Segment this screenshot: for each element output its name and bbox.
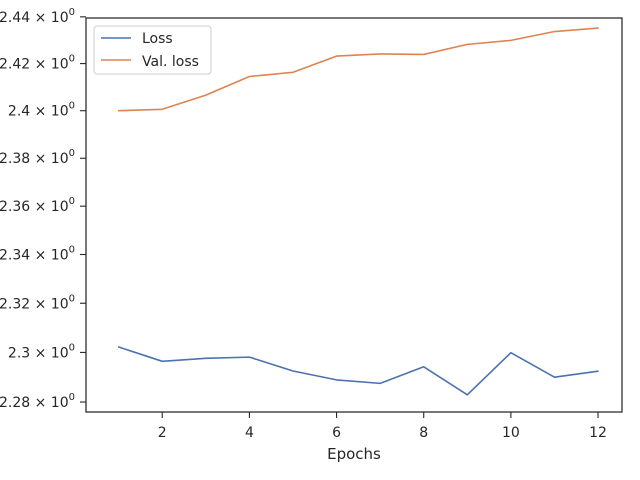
x-tick-label: 4 (245, 425, 254, 441)
legend: Loss Val. loss (93, 25, 212, 75)
x-axis-ticks: 2 4 6 8 10 12 (158, 412, 607, 441)
y-tick-label: 2.4 × 100 (8, 101, 75, 120)
y-tick-label: 2.36 × 100 (0, 196, 75, 215)
legend-label-loss: Loss (142, 31, 173, 47)
plot-area (85, 17, 623, 413)
x-tick-label: 10 (502, 425, 520, 441)
y-axis-ticks: 2.28 × 100 2.3 × 100 2.32 × 100 2.34 × 100 2… (0, 7, 86, 411)
x-tick-label: 2 (158, 425, 167, 441)
series-line-loss (117, 346, 599, 396)
legend-label-val-loss: Val. loss (142, 54, 199, 70)
series-layer (117, 27, 599, 396)
y-tick-label: 2.38 × 100 (0, 148, 75, 167)
x-tick-label: 12 (589, 425, 607, 441)
y-tick-label: 2.32 × 100 (0, 293, 75, 312)
y-tick-label: 2.44 × 100 (0, 7, 75, 26)
series-line-val-loss (117, 27, 599, 112)
y-tick-label: 2.28 × 100 (0, 392, 75, 411)
x-axis-label: Epochs (327, 445, 381, 463)
y-tick-label: 2.34 × 100 (0, 245, 75, 264)
x-tick-label: 8 (419, 425, 428, 441)
y-tick-label: 2.3 × 100 (8, 342, 75, 361)
y-tick-label: 2.42 × 100 (0, 54, 75, 73)
x-tick-label: 6 (332, 425, 341, 441)
